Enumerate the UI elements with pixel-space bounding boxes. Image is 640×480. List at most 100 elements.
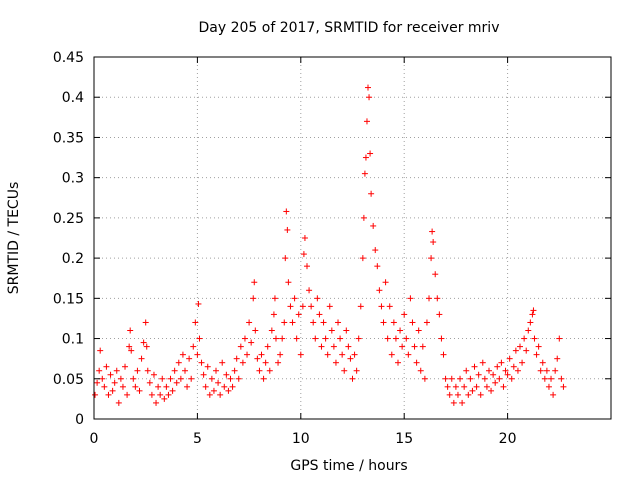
- data-point: [556, 335, 563, 342]
- data-point: [552, 367, 559, 374]
- data-point: [463, 367, 470, 374]
- data-point: [519, 359, 526, 366]
- data-point: [429, 228, 436, 235]
- data-point: [173, 379, 180, 386]
- data-point: [477, 391, 484, 398]
- data-point: [252, 327, 259, 334]
- data-point: [159, 375, 166, 382]
- data-point: [374, 263, 381, 270]
- y-tick-label: 0.05: [53, 372, 84, 388]
- data-point: [153, 399, 160, 406]
- data-point: [500, 383, 507, 390]
- data-point: [283, 208, 290, 215]
- y-tick-label: 0.15: [53, 291, 84, 307]
- data-point: [194, 351, 201, 358]
- data-point: [142, 319, 149, 326]
- data-point: [107, 371, 114, 378]
- data-point: [282, 255, 289, 262]
- data-point: [186, 355, 193, 362]
- data-point: [475, 371, 482, 378]
- data-point: [492, 379, 499, 386]
- data-point: [545, 383, 552, 390]
- data-point: [138, 355, 145, 362]
- data-point: [256, 367, 263, 374]
- data-point: [494, 363, 501, 370]
- data-point: [485, 367, 492, 374]
- data-point: [390, 319, 397, 326]
- data-point: [96, 367, 103, 374]
- data-point: [195, 300, 202, 307]
- data-point: [347, 355, 354, 362]
- data-point: [270, 311, 277, 318]
- data-point: [254, 355, 261, 362]
- data-point: [281, 319, 288, 326]
- data-point: [312, 335, 319, 342]
- data-point: [92, 391, 99, 398]
- data-point: [295, 311, 302, 318]
- data-point: [289, 319, 296, 326]
- x-tick-label: 20: [499, 431, 517, 447]
- data-point: [386, 303, 393, 310]
- data-point: [365, 84, 372, 91]
- data-point: [504, 371, 511, 378]
- data-point: [554, 355, 561, 362]
- data-point: [488, 387, 495, 394]
- data-point: [271, 295, 278, 302]
- data-point: [101, 383, 108, 390]
- data-point: [452, 383, 459, 390]
- data-point: [208, 375, 215, 382]
- data-point: [119, 383, 126, 390]
- data-point: [419, 343, 426, 350]
- data-point: [167, 375, 174, 382]
- data-point: [362, 154, 369, 161]
- data-point: [539, 359, 546, 366]
- data-point: [310, 319, 317, 326]
- data-point: [461, 383, 468, 390]
- data-point: [284, 226, 291, 233]
- y-tick-label: 0.2: [62, 251, 84, 267]
- data-point: [399, 343, 406, 350]
- data-point: [190, 343, 197, 350]
- y-tick-label: 0.45: [53, 50, 84, 66]
- data-point: [537, 367, 544, 374]
- data-point: [479, 359, 486, 366]
- chart-title: Day 205 of 2017, SRMTID for receiver mri…: [199, 20, 500, 36]
- data-point: [113, 367, 120, 374]
- data-point: [161, 395, 168, 402]
- data-point: [324, 351, 331, 358]
- data-point: [339, 351, 346, 358]
- data-point: [200, 371, 207, 378]
- data-point: [349, 375, 356, 382]
- data-point: [117, 375, 124, 382]
- data-point: [335, 319, 342, 326]
- data-point: [525, 327, 532, 334]
- data-point: [293, 335, 300, 342]
- data-point: [215, 379, 222, 386]
- y-tick-label: 0.3: [62, 171, 84, 187]
- data-point: [363, 118, 370, 125]
- data-point: [529, 311, 536, 318]
- data-point: [330, 343, 337, 350]
- data-point: [146, 379, 153, 386]
- data-point: [376, 287, 383, 294]
- data-point: [548, 375, 555, 382]
- data-point: [143, 343, 150, 350]
- y-tick-label: 0.35: [53, 130, 84, 146]
- data-point: [150, 371, 157, 378]
- data-point: [177, 375, 184, 382]
- data-point: [415, 327, 422, 334]
- data-point: [353, 367, 360, 374]
- data-point: [306, 287, 313, 294]
- data-point: [446, 391, 453, 398]
- data-point: [134, 367, 141, 374]
- data-point: [277, 351, 284, 358]
- data-point: [496, 375, 503, 382]
- data-point: [380, 319, 387, 326]
- data-point: [436, 311, 443, 318]
- data-point: [430, 239, 437, 246]
- data-point: [223, 371, 230, 378]
- data-point: [221, 383, 228, 390]
- data-point: [155, 383, 162, 390]
- data-point: [94, 379, 101, 386]
- data-point: [428, 255, 435, 262]
